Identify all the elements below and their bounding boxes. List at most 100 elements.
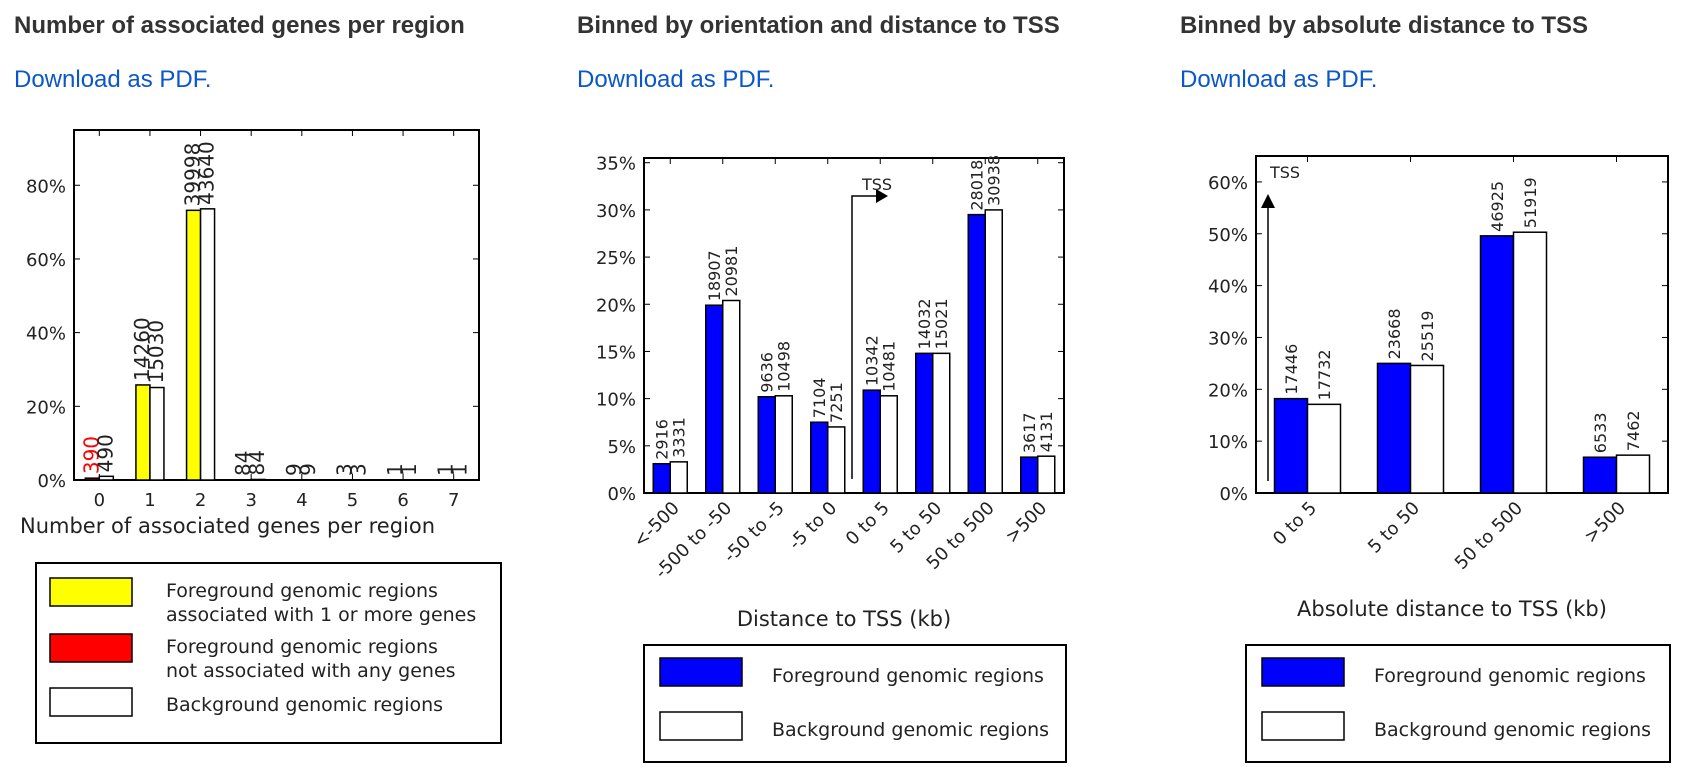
value-label-background: 84 xyxy=(245,450,269,475)
tss-arrow-head xyxy=(876,189,888,203)
value-label-background: 17732 xyxy=(1315,349,1334,400)
value-label-background: 30938 xyxy=(985,155,1004,206)
x-tick-label: 3 xyxy=(245,490,256,511)
value-label-background: 1 xyxy=(397,463,421,476)
plot-frame xyxy=(1255,155,1669,494)
orientation-distance-chart: 0%5%10%15%20%25%30%35%<-50029163331-500 … xyxy=(596,154,1067,763)
bar-background xyxy=(1037,455,1056,494)
legend-entry-label: Background genomic regions xyxy=(772,719,1049,741)
y-tick-label: 10% xyxy=(1208,432,1248,453)
value-label-foreground: 6533 xyxy=(1591,413,1610,454)
download-pdf-link[interactable]: Download as PDF. xyxy=(1180,66,1378,93)
value-label-foreground: 3617 xyxy=(1020,412,1039,453)
bar-background xyxy=(1409,364,1445,494)
bar-foreground xyxy=(862,389,881,494)
value-label-foreground: 7104 xyxy=(810,378,829,419)
bar-background xyxy=(98,475,115,481)
x-tick-label: 1 xyxy=(144,490,155,511)
legend-swatch xyxy=(49,577,133,607)
value-label-background: 10481 xyxy=(880,341,899,392)
genes-per-region-chart: 0%20%40%60%80%03904901142601503023999843… xyxy=(20,129,502,744)
x-tick-label: 6 xyxy=(397,490,408,511)
x-tick-label: 5 to 50 xyxy=(1364,498,1424,558)
bar-background xyxy=(199,208,216,481)
value-label-foreground: 23668 xyxy=(1385,308,1404,359)
value-label-foreground: 28018 xyxy=(968,160,987,211)
bar-background xyxy=(722,299,741,494)
chart-panel-absolute-distance: Binned by absolute distance to TSS Downl… xyxy=(1180,0,1680,780)
value-label-background: 4131 xyxy=(1037,411,1056,452)
plot-frame xyxy=(73,129,480,481)
value-label-background: 3331 xyxy=(670,417,689,458)
y-tick-label: 30% xyxy=(596,201,636,222)
value-label-foreground: 1 xyxy=(383,463,407,476)
legend-swatch xyxy=(1261,657,1345,687)
legend-swatch xyxy=(49,633,133,663)
bar-foreground xyxy=(84,477,101,481)
bar-background xyxy=(149,386,165,481)
absolute-distance-chart: 0% 10% 20% 30% 40% 50% 60% 0 to 5 17446 17732 5 to… xyxy=(1208,155,1671,763)
legend-entry-label: Foreground genomic regions xyxy=(772,665,1044,687)
y-tick-label: 25% xyxy=(596,248,636,269)
value-label-background: 7462 xyxy=(1624,410,1643,451)
y-tick-label: 60% xyxy=(26,250,66,271)
y-tick-label: 30% xyxy=(1208,328,1248,349)
legend-entry-label: not associated with any genes xyxy=(166,660,456,682)
y-tick-label: 20% xyxy=(596,295,636,316)
bar-background xyxy=(932,352,951,494)
value-label-foreground: 2916 xyxy=(653,419,672,460)
bar-foreground xyxy=(1020,456,1039,494)
tss-arrow-head xyxy=(1261,194,1275,208)
y-tick-label: 40% xyxy=(26,324,66,345)
value-label-background: 15030 xyxy=(144,320,168,384)
legend-entry-label: associated with 1 or more genes xyxy=(166,604,476,626)
bar-foreground xyxy=(1273,397,1309,494)
value-label-foreground: 18907 xyxy=(705,250,724,301)
y-tick-label: 60% xyxy=(1208,173,1248,194)
bar-foreground xyxy=(1376,362,1412,494)
x-tick-label: 2 xyxy=(195,490,206,511)
download-pdf-link[interactable]: Download as PDF. xyxy=(577,66,775,93)
tss-label: TSS xyxy=(861,175,892,194)
tss-label: TSS xyxy=(1269,163,1300,182)
x-tick-label: 0 xyxy=(94,490,105,511)
bar-foreground xyxy=(967,213,986,494)
value-label-foreground: 9636 xyxy=(758,352,777,393)
legend-entry-label: Foreground genomic regions xyxy=(166,580,438,602)
y-tick-label: 80% xyxy=(26,176,66,197)
legend-swatch xyxy=(659,711,743,741)
x-tick-label: >500 xyxy=(1580,498,1630,548)
value-label-background: 1 xyxy=(448,463,472,476)
x-axis-label: Distance to TSS (kb) xyxy=(737,607,951,631)
value-label-foreground: 390 xyxy=(79,436,103,474)
y-tick-label: 20% xyxy=(26,397,66,418)
bar-foreground xyxy=(1582,456,1618,494)
x-tick-label: 7 xyxy=(448,490,459,511)
panel-title: Number of associated genes per region xyxy=(14,12,465,39)
bar-foreground xyxy=(810,421,829,494)
bar-foreground xyxy=(705,304,724,494)
value-label-background: 10498 xyxy=(775,341,794,392)
y-tick-label: 40% xyxy=(1208,277,1248,298)
y-tick-label: 10% xyxy=(596,390,636,411)
value-label-foreground: 10342 xyxy=(863,335,882,386)
x-tick-label: -5 to 0 xyxy=(785,498,842,555)
download-pdf-link[interactable]: Download as PDF. xyxy=(14,66,212,93)
chart-panel-orientation-distance: Binned by orientation and distance to TS… xyxy=(577,0,1097,780)
y-tick-label: 0% xyxy=(1219,484,1248,505)
value-label-background: 43640 xyxy=(195,141,219,205)
bar-background xyxy=(669,461,688,494)
legend-entry-label: Background genomic regions xyxy=(1374,719,1651,741)
bar-foreground xyxy=(135,384,151,481)
bar-foreground xyxy=(757,395,776,494)
x-tick-label: >500 xyxy=(1001,498,1051,548)
tss-arrow-line xyxy=(851,195,880,479)
value-label-foreground: 17446 xyxy=(1282,344,1301,395)
x-tick-label: 4 xyxy=(296,490,307,511)
x-tick-label: 5 xyxy=(347,490,358,511)
value-label-foreground: 9 xyxy=(282,463,306,476)
bar-background xyxy=(250,478,266,481)
bar-foreground xyxy=(185,209,202,481)
y-tick-label: 20% xyxy=(1208,380,1248,401)
value-label-background: 15021 xyxy=(932,298,951,349)
